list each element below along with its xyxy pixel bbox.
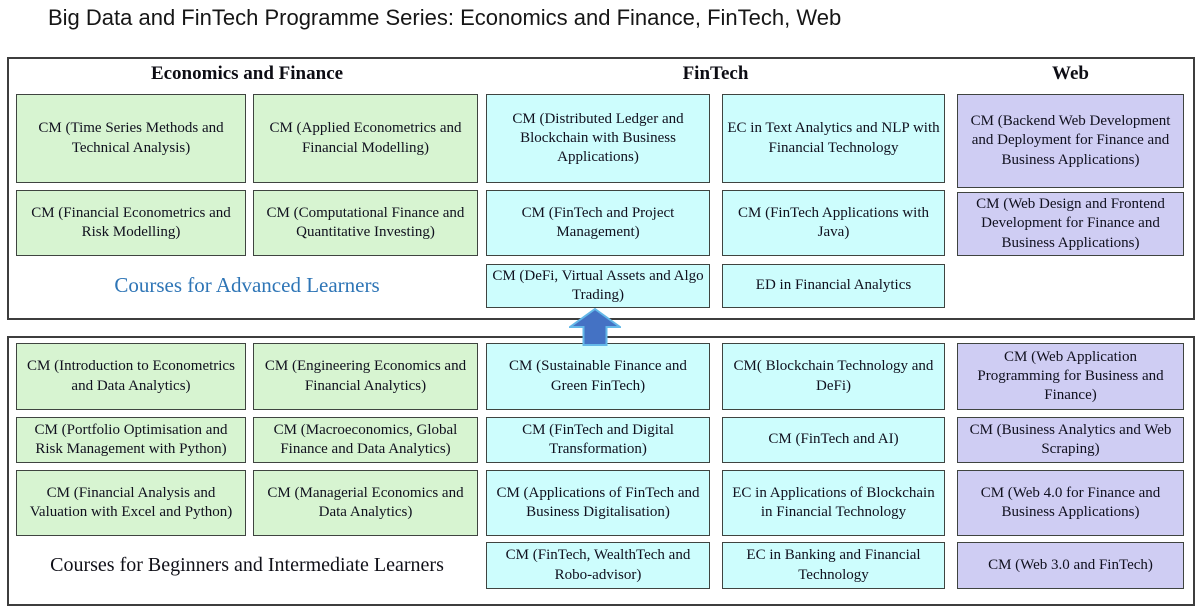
course-cell: CM (Macroeconomics, Global Finance and D…: [253, 417, 478, 463]
up-arrow-icon: [569, 308, 621, 346]
course-cell: CM (Portfolio Optimisation and Risk Mana…: [16, 417, 246, 463]
course-cell: CM (Time Series Methods and Technical An…: [16, 94, 246, 183]
advanced-courses-box: Economics and Finance FinTech Web CM (Ti…: [7, 57, 1195, 320]
course-cell: CM (Sustainable Finance and Green FinTec…: [486, 343, 710, 410]
course-cell: CM (Web 3.0 and FinTech): [957, 542, 1184, 589]
course-cell: EC in Banking and Financial Technology: [722, 542, 945, 589]
course-cell: CM (Financial Econometrics and Risk Mode…: [16, 190, 246, 256]
course-cell: CM (Applied Econometrics and Financial M…: [253, 94, 478, 183]
beginner-learners-label: Courses for Beginners and Intermediate L…: [50, 554, 444, 576]
course-cell: ED in Financial Analytics: [722, 264, 945, 308]
page-title: Big Data and FinTech Programme Series: E…: [48, 5, 842, 30]
course-cell: CM (FinTech Applications with Java): [722, 190, 945, 256]
course-cell: EC in Text Analytics and NLP with Financ…: [722, 94, 945, 183]
course-cell: CM (Managerial Economics and Data Analyt…: [253, 470, 478, 536]
course-cell: CM (Distributed Ledger and Blockchain wi…: [486, 94, 710, 183]
course-cell: CM (FinTech, WealthTech and Robo-advisor…: [486, 542, 710, 589]
course-cell: CM (Engineering Economics and Financial …: [253, 343, 478, 410]
course-cell: CM (FinTech and Project Management): [486, 190, 710, 256]
course-cell: CM (FinTech and AI): [722, 417, 945, 463]
column-header-web: Web: [1052, 63, 1089, 84]
beginner-courses-box: CM (Introduction to Econometrics and Dat…: [7, 336, 1195, 606]
advanced-learners-label: Courses for Advanced Learners: [114, 272, 380, 297]
course-cell: EC in Applications of Blockchain in Fina…: [722, 470, 945, 536]
course-cell: CM (Applications of FinTech and Business…: [486, 470, 710, 536]
course-cell: CM (Computational Finance and Quantitati…: [253, 190, 478, 256]
course-cell: CM (Backend Web Development and Deployme…: [957, 94, 1184, 188]
course-cell: CM (Business Analytics and Web Scraping): [957, 417, 1184, 463]
course-cell: CM (Web Design and Frontend Development …: [957, 192, 1184, 256]
course-cell: CM (Financial Analysis and Valuation wit…: [16, 470, 246, 536]
column-header-economics: Economics and Finance: [150, 63, 344, 84]
course-cell: CM (Web 4.0 for Finance and Business App…: [957, 470, 1184, 536]
course-cell: CM (Web Application Programming for Busi…: [957, 343, 1184, 410]
column-header-fintech: FinTech: [682, 63, 749, 84]
course-cell: CM (DeFi, Virtual Assets and Algo Tradin…: [486, 264, 710, 308]
course-cell: CM (FinTech and Digital Transformation): [486, 417, 710, 463]
course-cell: CM (Introduction to Econometrics and Dat…: [16, 343, 246, 410]
course-cell: CM( Blockchain Technology and DeFi): [722, 343, 945, 410]
